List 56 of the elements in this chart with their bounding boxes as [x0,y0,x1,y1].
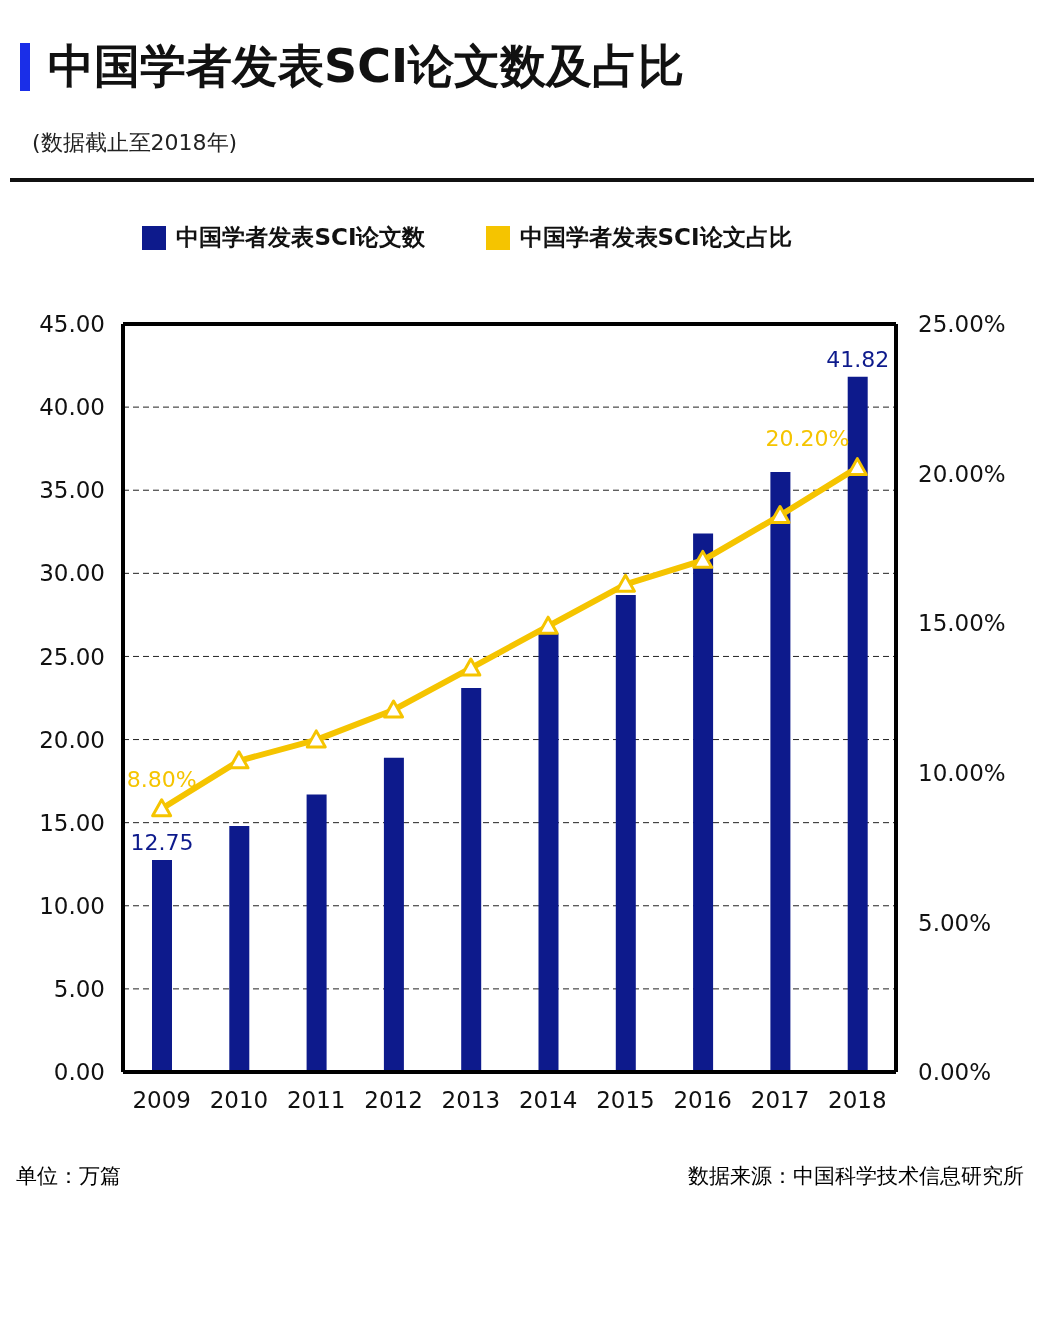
legend-label: 中国学者发表SCI论文数 [176,223,426,252]
y-tick-label: 40.00 [39,394,105,421]
legend-label: 中国学者发表SCI论文占比 [519,223,792,252]
data-label: 41.82 [826,346,890,372]
x-tick-label: 2017 [750,1087,810,1114]
bar [770,471,791,1072]
text: 单位：万篇 [16,1163,121,1190]
x-tick-label: 2015 [596,1087,655,1114]
bar [306,794,327,1072]
x-tick-label: 2012 [364,1087,423,1114]
y2-tick-label: 0.00% [918,1059,992,1086]
y2-tick-label: 15.00% [918,610,1006,637]
x-tick-label: 2011 [286,1087,346,1114]
bar [693,533,714,1072]
data-label: 8.80% [126,766,197,792]
x-tick-label: 2014 [518,1087,578,1114]
bar [229,825,250,1072]
data-label: 20.20% [765,425,850,451]
x-tick-label: 2018 [828,1087,887,1114]
bar [538,633,559,1072]
y-tick-label: 45.00 [39,311,105,338]
x-tick-label: 2013 [441,1087,501,1114]
x-tick-label: 2009 [132,1087,191,1114]
chart-subtitle: (数据截止至2018年) [32,129,239,157]
point [151,798,173,818]
y-tick-label: 5.00 [53,976,105,1003]
x-tick-label: 2010 [209,1087,269,1114]
y-tick-label: 35.00 [39,477,105,504]
point [383,699,405,719]
bar [383,757,404,1072]
bar [847,376,868,1072]
y-tick-label: 25.00 [39,643,105,670]
y-tick-label: 20.00 [39,726,105,753]
point [846,457,868,477]
source-note: 数据来源：中国科学技术信息研究所 [688,1163,1024,1190]
point [614,573,636,593]
point [228,750,250,770]
y-tick-label: 10.00 [39,892,105,919]
bar [461,688,482,1072]
point [769,504,791,524]
chart-title: 中国学者发表SCI论文数及占比 [48,38,685,95]
bar [152,860,172,1072]
point [537,615,559,635]
point [692,549,714,569]
data-label: 12.75 [130,830,194,856]
y2-tick-label: 5.00% [918,909,992,936]
point [305,729,327,749]
y-tick-label: 30.00 [39,560,105,587]
y2-tick-label: 25.00% [918,311,1006,338]
bar [615,594,636,1072]
x-tick-label: 2016 [673,1087,733,1114]
y2-tick-label: 10.00% [918,759,1006,786]
y2-tick-label: 20.00% [918,460,1006,487]
point [460,657,482,677]
y-tick-label: 15.00 [39,809,105,836]
y-tick-label: 0.00 [53,1059,105,1086]
